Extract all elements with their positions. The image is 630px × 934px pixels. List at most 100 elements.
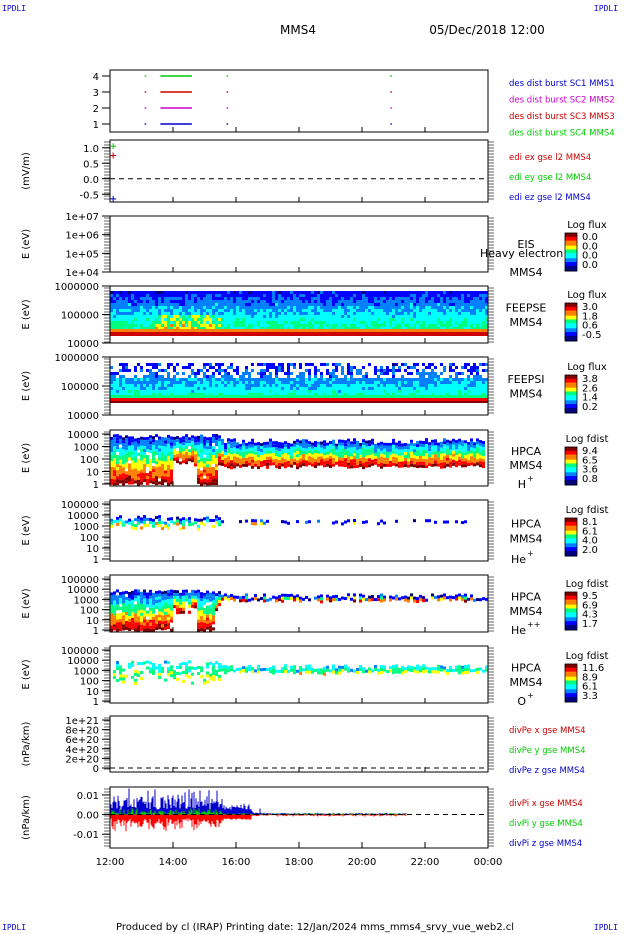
feepsi-panel-spectrogram-cell [347, 387, 350, 390]
feepsi-panel-spectrogram-cell [464, 381, 467, 384]
feepsi-panel-spectrogram-cell [206, 390, 209, 393]
feepse-panel-spectrogram-cell [275, 327, 278, 330]
feepsi-panel-spectrogram-cell [425, 393, 428, 396]
feepsi-panel-spectrogram-cell [368, 363, 371, 366]
hpca-h-panel-spectrogram-cell [359, 454, 362, 458]
feepsi-panel-spectrogram-cell [428, 384, 431, 387]
feepse-panel-spectrogram-cell [251, 291, 254, 294]
feepse-panel-spectrogram-cell [440, 303, 443, 306]
feepse-panel-spectrogram-cell [173, 318, 176, 321]
feepse-panel-spectrogram-cell [455, 318, 458, 321]
feepsi-panel-spectrogram-cell [299, 387, 302, 390]
feepsi-panel-spectrogram-cell [335, 375, 338, 378]
feepsi-panel-spectrogram-cell [227, 390, 230, 393]
hpca-he-panel-colorbar-cell [565, 543, 577, 546]
hpca-h-panel-spectrogram-cell [200, 479, 203, 483]
feepsi-panel-spectrogram-cell [443, 378, 446, 381]
feepsi-panel-spectrogram-cell [329, 378, 332, 381]
hpca-h-panel-spectrogram-cell [131, 448, 134, 452]
feepsi-panel-spectrogram-cell [326, 384, 329, 387]
feepse-panel-spectrogram-cell [188, 297, 191, 300]
feepse-panel-spectrogram-cell [239, 297, 242, 300]
hpca-h-panel-spectrogram-cell [197, 459, 200, 463]
feepsi-panel-spectrogram-cell [221, 384, 224, 387]
hpca-h-panel-spectrogram-cell [230, 460, 233, 464]
feepse-panel-spectrogram-cell [221, 327, 224, 330]
hpca-h-panel-spectrogram-cell [260, 443, 263, 447]
feepse-panel-spectrogram-cell [158, 300, 161, 303]
feepsi-panel-spectrogram-cell [347, 366, 350, 369]
hpca-h-panel-spectrogram-cell [251, 453, 254, 457]
hpca-hepp-panel-spectrogram-cell [134, 604, 137, 608]
eis-panel-colorbar-cell [565, 258, 577, 261]
feepsi-panel-spectrogram-cell [449, 381, 452, 384]
hpca-h-panel-spectrogram-cell [338, 451, 341, 455]
corner-label-bottom-left: IPDLI [2, 923, 27, 932]
feepse-panel-spectrogram-cell [329, 306, 332, 309]
hpca-hepp-panel-spectrogram-cell [119, 624, 122, 628]
feepse-panel-spectrogram-cell [143, 312, 146, 315]
feepse-panel-spectrogram-cell [230, 327, 233, 330]
hpca-h-panel-spectrogram-cell [341, 451, 344, 455]
feepsi-panel-spectrogram-cell [260, 393, 263, 396]
feepse-panel-spectrogram-cell [299, 321, 302, 324]
hpca-h-panel-spectrogram-cell [434, 454, 437, 458]
feepse-panel-spectrogram-cell [377, 318, 380, 321]
feepse-panel-spectrogram-cell [257, 327, 260, 330]
feepse-panel-spectrogram-cell [173, 321, 176, 324]
feepse-panel-spectrogram-cell [266, 324, 269, 327]
hpca-h-panel-spectrogram-cell [323, 443, 326, 447]
feepse-panel-spectrogram-cell [350, 321, 353, 324]
feepse-panel-spectrogram-cell [452, 315, 455, 318]
hpca-h-panel-spectrogram-cell [452, 450, 455, 454]
feepsi-panel-spectrogram-cell [230, 393, 233, 396]
feepsi-panel-spectrogram-cell [260, 369, 263, 372]
feepse-panel-spectrogram-cell [311, 297, 314, 300]
hpca-he-panel-colorbar-cell [565, 533, 577, 535]
hpca-h-panel-spectrogram-cell [353, 438, 356, 442]
feepsi-panel-spectrogram-cell [356, 378, 359, 381]
feepse-panel-spectrogram-cell [404, 297, 407, 300]
burst-panel-legend-entry: des dist burst SC1 MMS1 [509, 79, 615, 89]
hpca-h-panel-spectrogram-cell [149, 465, 152, 469]
feepsi-panel-spectrogram-cell [206, 381, 209, 384]
feepse-panel-spectrogram-cell [404, 300, 407, 303]
hpca-h-panel-spectrogram-cell [317, 462, 320, 466]
feepsi-panel-spectrogram-cell [215, 369, 218, 372]
feepsi-panel-spectrogram-cell [449, 378, 452, 381]
feepsi-panel-spectrogram-cell [458, 387, 461, 390]
hpca-h-panel-spectrogram-cell [155, 467, 158, 471]
feepse-panel-spectrogram-cell [350, 309, 353, 312]
hpca-h-panel-spectrogram-cell [170, 478, 173, 482]
hpca-h-panel-spectrogram-cell [398, 446, 401, 450]
feepsi-panel-spectrogram-cell [311, 390, 314, 393]
feepsi-panel-spectrogram-cell [482, 384, 485, 387]
feepsi-panel-spectrogram-cell [485, 384, 488, 387]
feepse-panel-spectrogram-cell [410, 291, 413, 294]
hpca-h-panel-spectrogram-cell [227, 462, 230, 466]
feepse-panel-spectrogram-cell [473, 294, 476, 297]
hpca-h-panel-spectrogram-cell [386, 460, 389, 464]
hpca-he-panel-spectrogram-cell [131, 523, 134, 527]
feepse-panel-spectrogram-cell [326, 318, 329, 321]
feepsi-panel-spectrogram-cell [164, 369, 167, 372]
feepse-panel-spectrogram-cell [368, 297, 371, 300]
hpca-h-panel-spectrogram-cell [293, 461, 296, 465]
hpca-h-panel-spectrogram-cell [299, 449, 302, 453]
feepsi-panel-spectrogram-cell [482, 390, 485, 393]
hpca-h-panel-spectrogram-cell [119, 462, 122, 466]
feepsi-panel-spectrogram-cell [332, 384, 335, 387]
hpca-h-panel-spectrogram-cell [344, 458, 347, 462]
hpca-h-panel-spectrogram-cell [452, 441, 455, 445]
hpca-h-panel-spectrogram-cell [188, 443, 191, 447]
hpca-h-panel-spectrogram-cell [434, 439, 437, 443]
hpca-h-panel-spectrogram-cell [431, 448, 434, 452]
feepsi-panel-spectrogram-cell [419, 372, 422, 375]
feepse-panel-spectrogram-cell [476, 294, 479, 297]
hpca-h-panel-spectrogram-cell [149, 474, 152, 478]
hpca-he-panel-spectrogram-cell [218, 517, 221, 521]
feepsi-panel-spectrogram-cell [350, 387, 353, 390]
feepsi-panel-spectrogram-cell [149, 387, 152, 390]
feepse-panel-spectrogram-cell [173, 312, 176, 315]
eis-panel-instrument: EIS [517, 238, 534, 251]
